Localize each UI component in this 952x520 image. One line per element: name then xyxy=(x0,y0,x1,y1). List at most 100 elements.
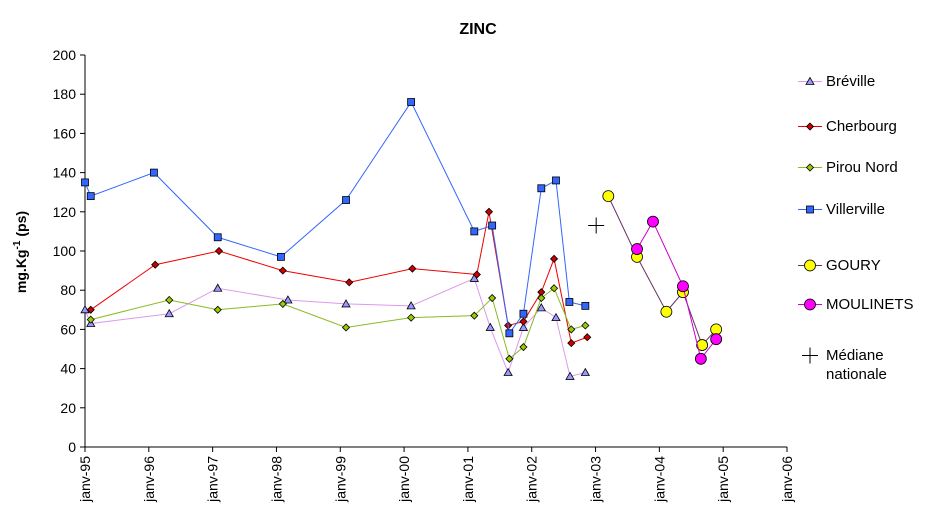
marker xyxy=(86,315,95,324)
series-line xyxy=(636,220,717,360)
marker xyxy=(804,298,816,311)
x-tick-label: janv-99 xyxy=(332,456,348,503)
y-axis-label: mg.Kg-1 (ps) xyxy=(12,211,29,293)
y-tick-label: 0 xyxy=(68,439,76,455)
y-tick-label: 80 xyxy=(60,282,76,298)
marker xyxy=(549,254,559,263)
marker xyxy=(80,304,90,314)
marker xyxy=(802,347,818,364)
y-tick-label: 140 xyxy=(53,165,77,181)
legend-label: Bréville xyxy=(826,73,876,90)
y-label-part: mg.Kg xyxy=(13,250,29,294)
marker xyxy=(518,322,529,331)
marker xyxy=(696,339,709,351)
marker xyxy=(283,295,293,304)
marker xyxy=(565,371,575,380)
y-tick-label: 100 xyxy=(53,243,77,259)
marker xyxy=(408,264,417,273)
marker xyxy=(805,163,815,172)
series-line xyxy=(90,211,588,344)
x-tick-label: janv-98 xyxy=(268,456,284,503)
marker xyxy=(588,217,605,234)
marker xyxy=(213,283,223,292)
legend-label: Médiane nationale xyxy=(826,347,887,383)
marker xyxy=(519,342,528,352)
x-tick-label: janv-00 xyxy=(396,456,412,503)
marker xyxy=(804,259,816,272)
series-line xyxy=(607,195,717,347)
x-tick-label: janv-03 xyxy=(588,456,604,503)
marker xyxy=(567,339,576,348)
legend-icon xyxy=(798,76,822,85)
marker xyxy=(278,266,287,275)
marker xyxy=(519,317,528,326)
marker xyxy=(341,323,351,332)
legend-label: Villerville xyxy=(826,201,885,218)
legend-icon xyxy=(798,205,822,214)
legend-item: Cherbourg xyxy=(798,117,948,136)
marker xyxy=(710,323,723,336)
legend-item: Pirou Nord xyxy=(798,158,948,177)
marker xyxy=(537,184,546,193)
marker xyxy=(278,299,287,308)
x-tick-label: janv-02 xyxy=(524,456,540,503)
legend-item: GOURY xyxy=(798,256,948,275)
legend-label: Cherbourg xyxy=(826,118,897,135)
x-tick-label: janv-04 xyxy=(651,456,667,503)
marker xyxy=(151,260,160,269)
marker xyxy=(164,308,174,318)
marker xyxy=(551,312,561,322)
marker xyxy=(647,215,659,228)
x-tick-label: janv-97 xyxy=(205,456,221,503)
y-tick-label: 200 xyxy=(53,47,77,63)
marker xyxy=(150,168,158,177)
marker xyxy=(505,329,514,338)
marker xyxy=(537,293,546,303)
marker xyxy=(484,207,494,216)
marker xyxy=(567,325,576,334)
y-tick-label: 180 xyxy=(53,86,77,102)
marker xyxy=(86,305,95,314)
marker xyxy=(677,280,689,293)
marker xyxy=(710,333,723,346)
legend-icon xyxy=(798,259,822,272)
marker xyxy=(81,178,89,187)
y-tick-label: 120 xyxy=(53,204,77,220)
legend-item: MOULINETS xyxy=(798,295,948,314)
series-line xyxy=(84,101,586,335)
marker xyxy=(341,299,351,308)
marker xyxy=(505,354,514,363)
x-tick-label: janv-96 xyxy=(141,456,157,503)
series-line xyxy=(90,287,586,360)
marker xyxy=(549,284,559,293)
marker xyxy=(213,305,222,314)
marker xyxy=(602,190,615,203)
chart-title: ZINC xyxy=(459,21,497,38)
legend-label: GOURY xyxy=(826,257,881,274)
marker xyxy=(213,233,222,242)
y-tick-label: 160 xyxy=(53,125,77,141)
x-tick-label: janv-01 xyxy=(460,456,476,503)
legend-icon xyxy=(798,122,822,131)
y-tick-label: 20 xyxy=(60,400,76,416)
marker xyxy=(277,252,285,261)
marker xyxy=(694,352,707,365)
marker xyxy=(805,76,815,85)
marker xyxy=(470,311,479,320)
y-label-sup: -1 xyxy=(12,240,23,249)
marker xyxy=(806,205,814,214)
marker xyxy=(805,122,815,131)
marker xyxy=(631,243,643,255)
legend-item: Bréville xyxy=(798,72,948,91)
x-tick-label: janv-95 xyxy=(77,456,93,503)
legend-item: Villerville xyxy=(798,200,948,219)
y-label-part: (ps) xyxy=(13,211,29,237)
marker xyxy=(660,305,673,318)
marker xyxy=(583,333,592,342)
marker xyxy=(519,309,528,318)
marker xyxy=(342,196,350,204)
marker xyxy=(406,301,416,310)
x-tick-label: janv-06 xyxy=(779,456,795,503)
marker xyxy=(565,298,574,306)
